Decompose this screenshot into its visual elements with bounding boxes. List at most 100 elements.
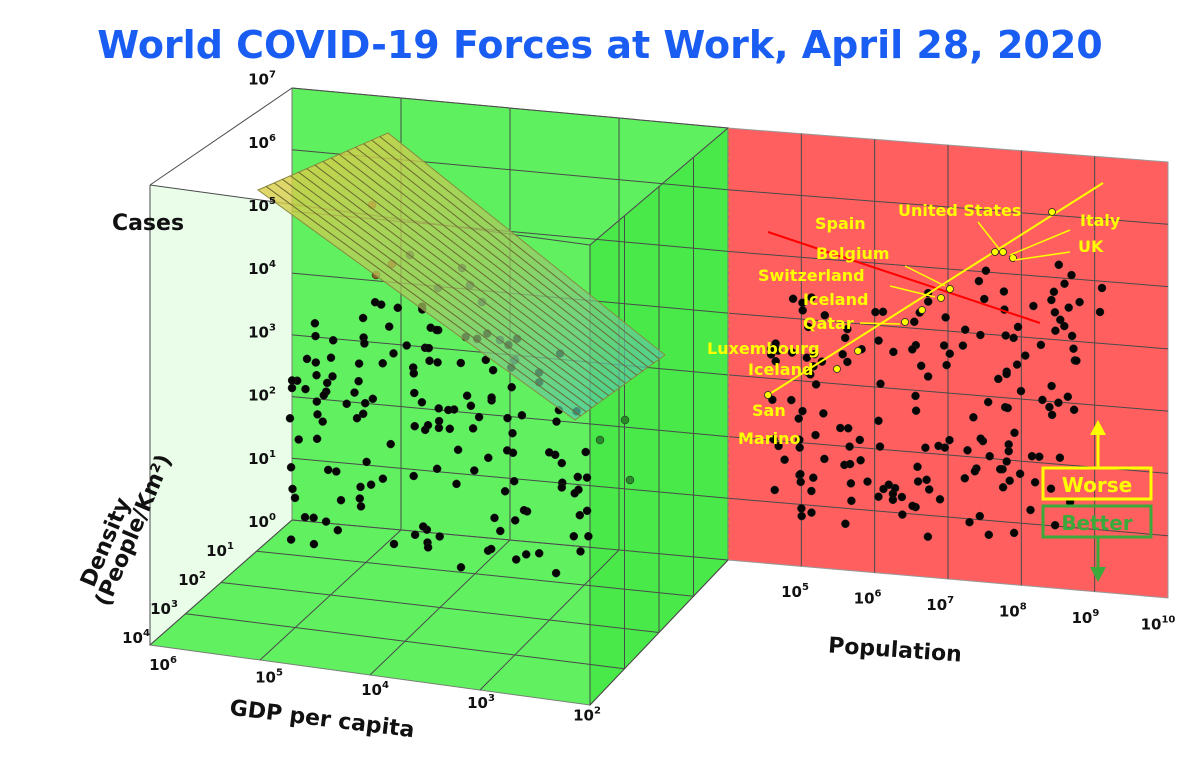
data-point: [910, 317, 919, 327]
data-point: [423, 420, 433, 430]
regression-plane-lines: [265, 136, 660, 417]
data-point: [287, 376, 297, 385]
data-point: [389, 349, 398, 358]
data-point: [508, 428, 517, 438]
label-leader: [859, 322, 901, 325]
data-point: [290, 493, 300, 503]
data-point: [503, 413, 512, 423]
plane-line: [371, 139, 655, 364]
data-point: [766, 350, 776, 359]
data-point: [769, 435, 778, 444]
population-tick-label: 1010: [1141, 615, 1176, 634]
plane-line: [379, 136, 660, 360]
data-point: [1072, 356, 1081, 365]
data-point: [487, 393, 496, 402]
plane-line: [363, 143, 649, 368]
data-point: [976, 330, 985, 340]
data-point: [1004, 446, 1013, 456]
data-point: [939, 341, 949, 350]
data-point: [819, 409, 828, 418]
top-edge: [589, 127, 729, 246]
cases-tick-label: 106: [248, 133, 276, 152]
population-tick-label: 108: [999, 602, 1027, 621]
data-point: [889, 347, 898, 357]
data-point: [916, 361, 926, 371]
data-point: [402, 341, 411, 350]
data-point: [975, 511, 985, 521]
data-point: [863, 477, 872, 486]
gdp-tick-label: 103: [467, 693, 495, 712]
data-point: [569, 532, 579, 541]
data-point: [544, 448, 554, 457]
data-point: [1064, 303, 1073, 312]
label-leader: [1009, 229, 1071, 256]
country-label: Italy: [1080, 211, 1121, 230]
data-point: [286, 463, 296, 472]
density-tick-label: 102: [178, 570, 206, 589]
data-point: [787, 395, 796, 405]
data-point: [466, 401, 476, 411]
gdp-axis-label: GDP per capita: [228, 696, 415, 743]
data-point: [879, 484, 888, 494]
data-point: [796, 469, 805, 479]
country-label: Iceland: [803, 290, 868, 309]
cases-tick-label: 102: [248, 386, 276, 405]
data-point: [945, 435, 954, 445]
data-point: [288, 484, 297, 494]
data-point: [509, 476, 519, 486]
data-point: [942, 360, 951, 370]
data-point: [798, 306, 807, 315]
data-point: [410, 421, 419, 431]
data-point: [360, 339, 369, 348]
data-point: [581, 447, 590, 457]
data-point: [963, 446, 972, 455]
data-point: [1069, 405, 1079, 415]
data-point: [456, 358, 466, 368]
data-point: [352, 413, 362, 423]
data-point: [770, 485, 779, 495]
data-point: [517, 411, 527, 420]
population-tick-label: 109: [1071, 608, 1099, 627]
gdp-tick-label: 106: [149, 655, 177, 674]
data-point: [575, 510, 585, 520]
data-point: [771, 357, 780, 366]
data-point: [432, 325, 441, 335]
data-point: [1030, 478, 1040, 487]
data-point: [911, 406, 921, 415]
chart-title: World COVID-19 Forces at Work, April 28,…: [97, 23, 1102, 67]
data-point: [921, 443, 930, 452]
data-point: [804, 322, 813, 332]
data-point: [301, 384, 310, 394]
data-point: [1021, 351, 1030, 360]
data-point: [510, 516, 520, 525]
data-point: [945, 349, 955, 358]
country-point: [991, 248, 999, 256]
data-point: [557, 458, 567, 468]
data-point: [625, 475, 635, 485]
data-point: [820, 454, 829, 464]
data-point: [985, 451, 994, 461]
country-point: [1048, 208, 1056, 216]
data-point: [312, 370, 321, 380]
data-point: [370, 297, 380, 307]
data-point: [1049, 287, 1059, 297]
data-point: [980, 294, 989, 304]
data-point: [1015, 469, 1025, 479]
data-point: [354, 376, 363, 386]
data-point: [807, 486, 816, 496]
label-leader: [889, 285, 936, 298]
data-point: [294, 435, 303, 444]
data-point: [322, 378, 332, 388]
plane-line: [322, 161, 621, 388]
legend: Worse Better: [1041, 420, 1153, 582]
data-point: [1035, 452, 1044, 461]
data-point: [809, 473, 818, 482]
data-point: [1038, 395, 1047, 405]
data-point: [332, 467, 341, 476]
data-point: [1027, 451, 1037, 461]
data-point: [923, 532, 933, 541]
data-point: [802, 353, 812, 362]
data-point: [1054, 260, 1064, 270]
floor-gridline: [185, 613, 625, 670]
data-point: [409, 471, 418, 481]
